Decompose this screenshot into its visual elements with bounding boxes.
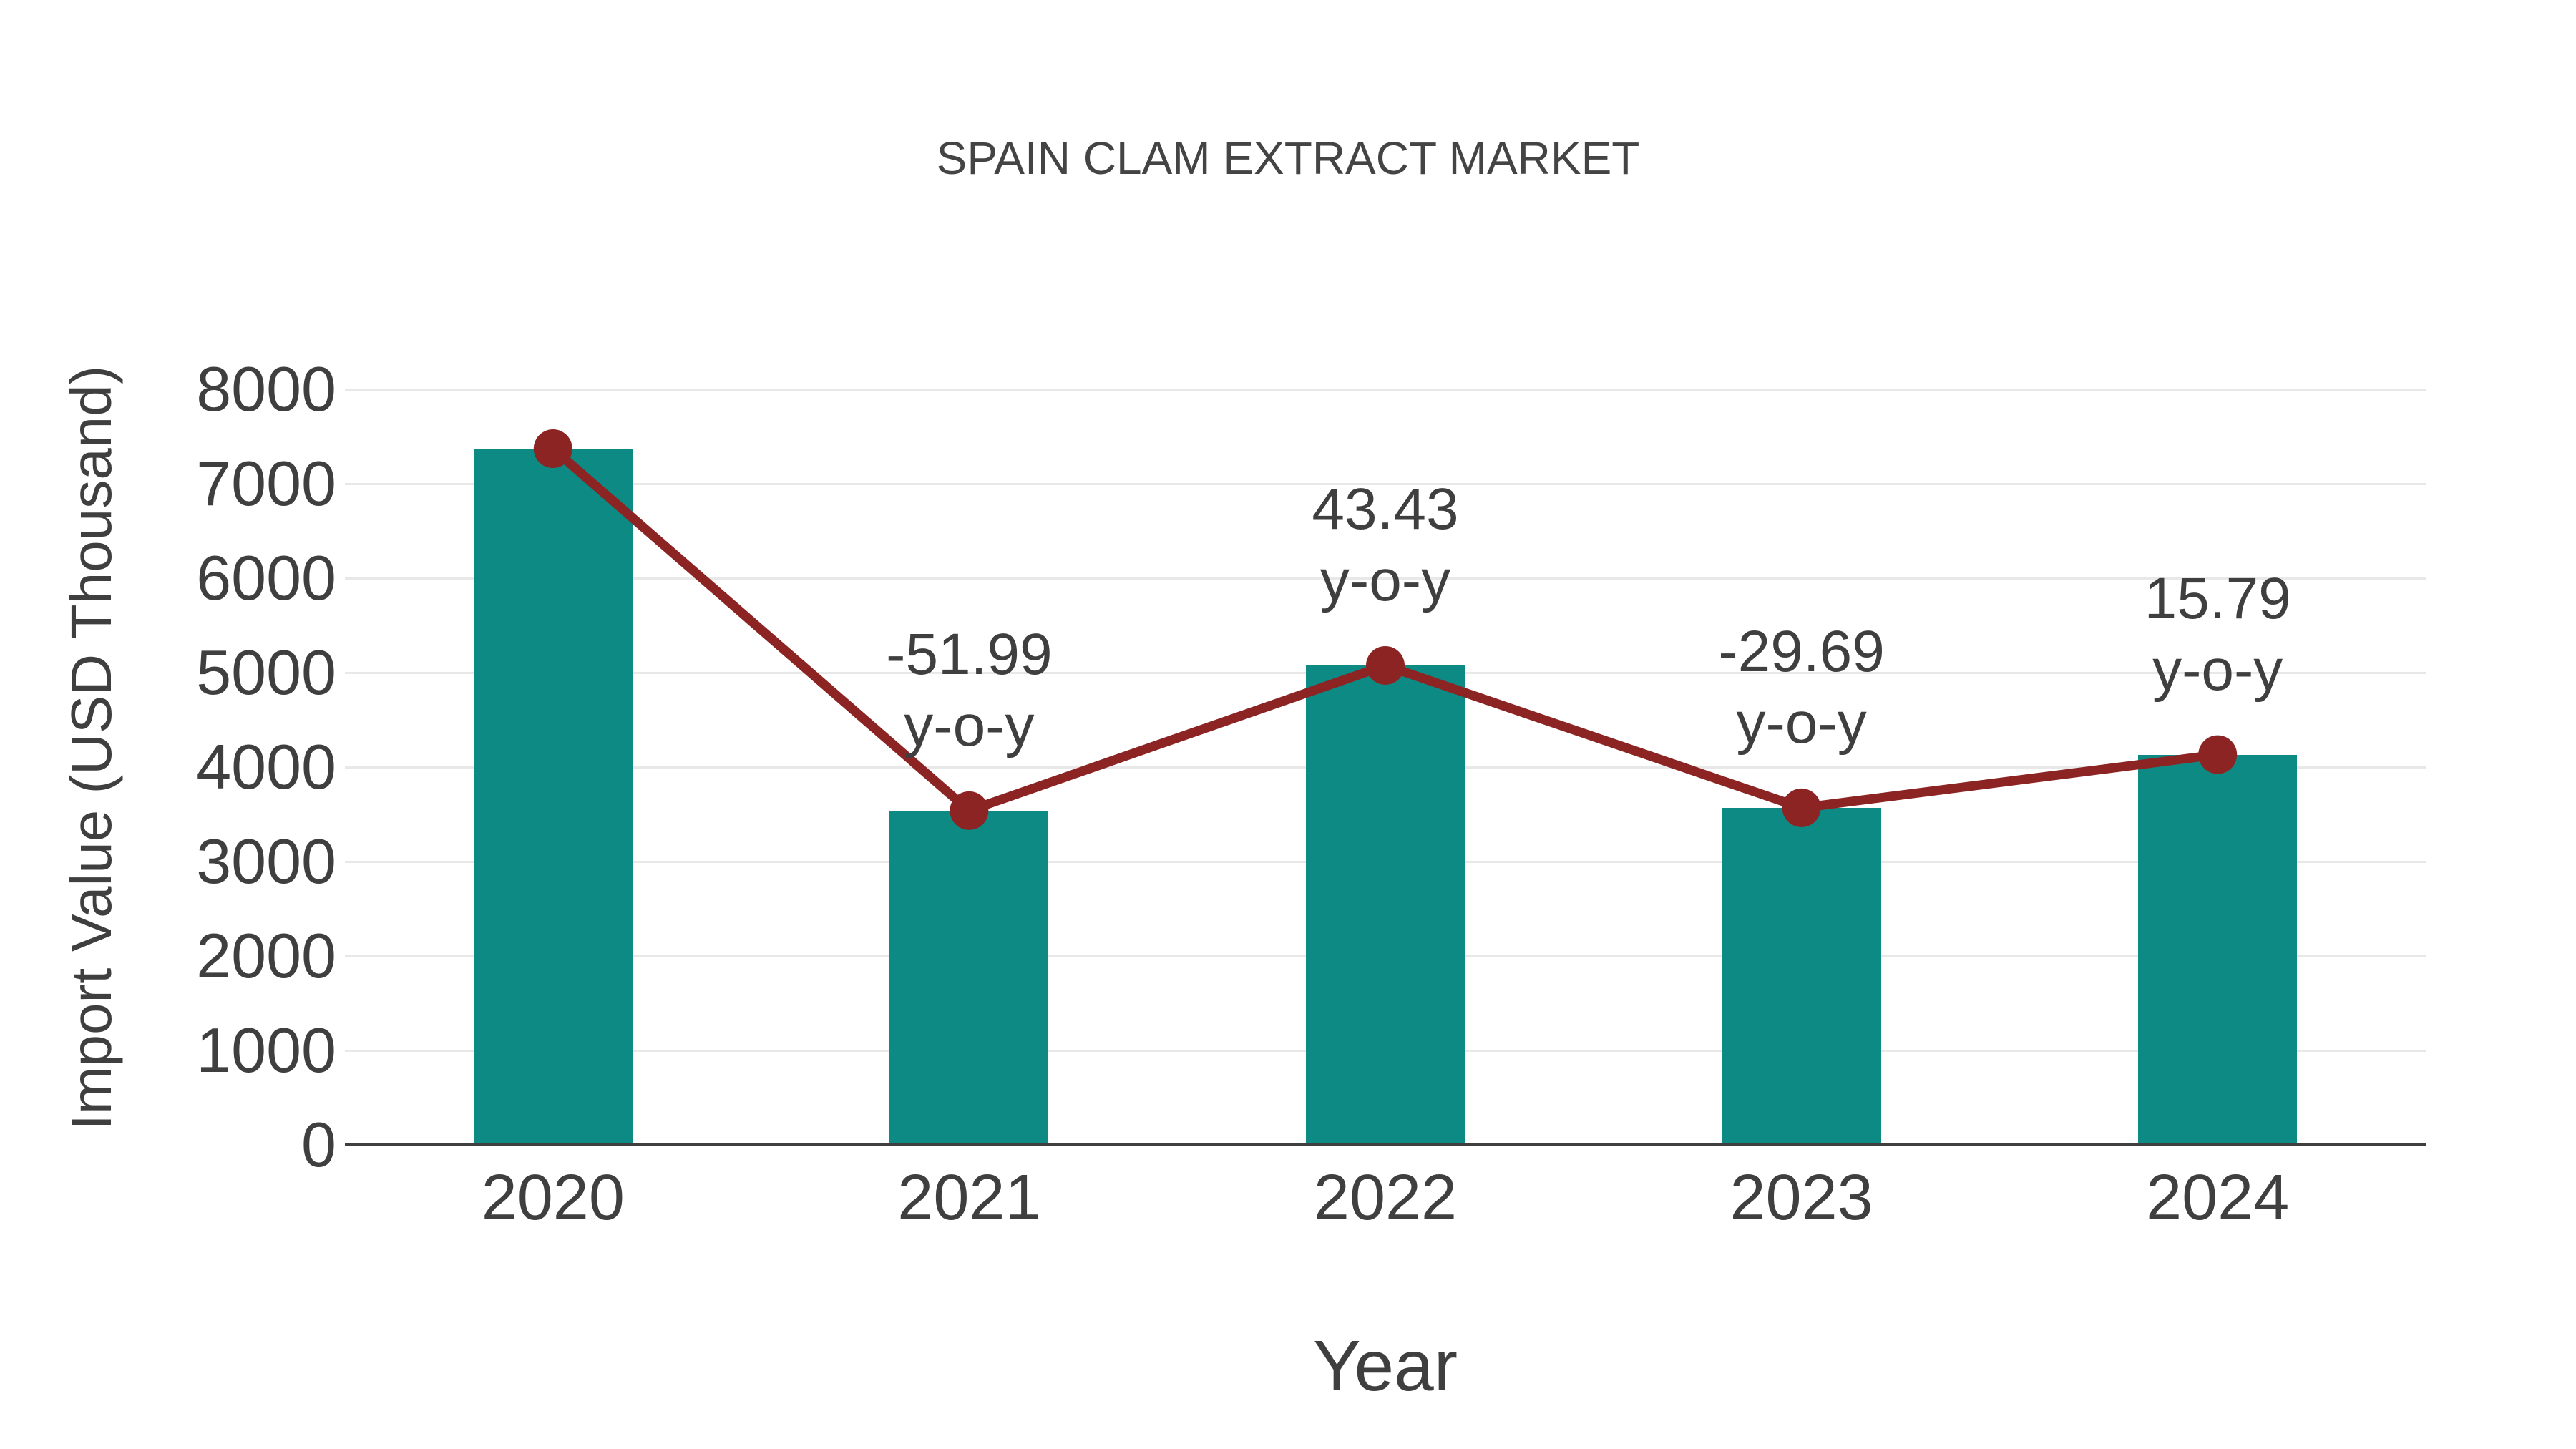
annotation-suffix: y-o-y <box>904 693 1035 758</box>
gridline <box>345 388 2426 391</box>
x-tick-label-2023: 2023 <box>1729 1162 1873 1234</box>
bar-2023 <box>1722 807 1881 1145</box>
annotation-suffix: y-o-y <box>1319 547 1451 613</box>
y-tick-label: 8000 <box>196 353 336 424</box>
annotation-value: -51.99 <box>886 621 1053 687</box>
y-tick-label: 6000 <box>196 542 336 613</box>
bar-2022 <box>1306 665 1465 1145</box>
annotation-2022: 43.43 y-o-y <box>1312 474 1458 617</box>
line-marker-2021 <box>950 791 989 830</box>
x-tick-label-2024: 2024 <box>2146 1162 2290 1234</box>
annotation-value: 15.79 <box>2144 565 2291 631</box>
x-axis-line <box>345 1143 2426 1146</box>
annotation-suffix: y-o-y <box>2152 637 2283 703</box>
annotation-2021: -51.99 y-o-y <box>886 619 1053 762</box>
y-tick-label: 1000 <box>196 1015 336 1085</box>
line-marker-2023 <box>1782 788 1821 827</box>
y-tick-label: 2000 <box>196 920 336 991</box>
bar-2021 <box>889 810 1049 1145</box>
bar-2024 <box>2138 754 2298 1145</box>
line-marker-2020 <box>533 429 572 469</box>
y-tick-label: 4000 <box>196 731 336 802</box>
x-axis-title: Year <box>1312 1326 1458 1406</box>
bar-2020 <box>473 449 633 1145</box>
chart-title: SPAIN CLAM EXTRACT MARKET <box>936 132 1640 184</box>
y-tick-label: 5000 <box>196 637 336 708</box>
y-tick-label: 3000 <box>196 826 336 897</box>
annotation-2023: -29.69 y-o-y <box>1718 616 1885 759</box>
line-marker-2024 <box>2198 735 2238 774</box>
annotation-2024: 15.79 y-o-y <box>2145 563 2291 706</box>
annotation-value: -29.69 <box>1718 618 1885 684</box>
gridline <box>345 577 2426 580</box>
annotation-value: 43.43 <box>1312 476 1459 542</box>
annotation-suffix: y-o-y <box>1736 690 1867 756</box>
gridline <box>345 482 2426 485</box>
y-tick-label: 0 <box>301 1109 336 1180</box>
line-marker-2022 <box>1366 645 1405 685</box>
x-tick-label-2020: 2020 <box>481 1162 625 1234</box>
x-tick-label-2021: 2021 <box>897 1162 1041 1234</box>
y-tick-label: 7000 <box>196 448 336 519</box>
x-tick-label-2022: 2022 <box>1313 1162 1458 1234</box>
